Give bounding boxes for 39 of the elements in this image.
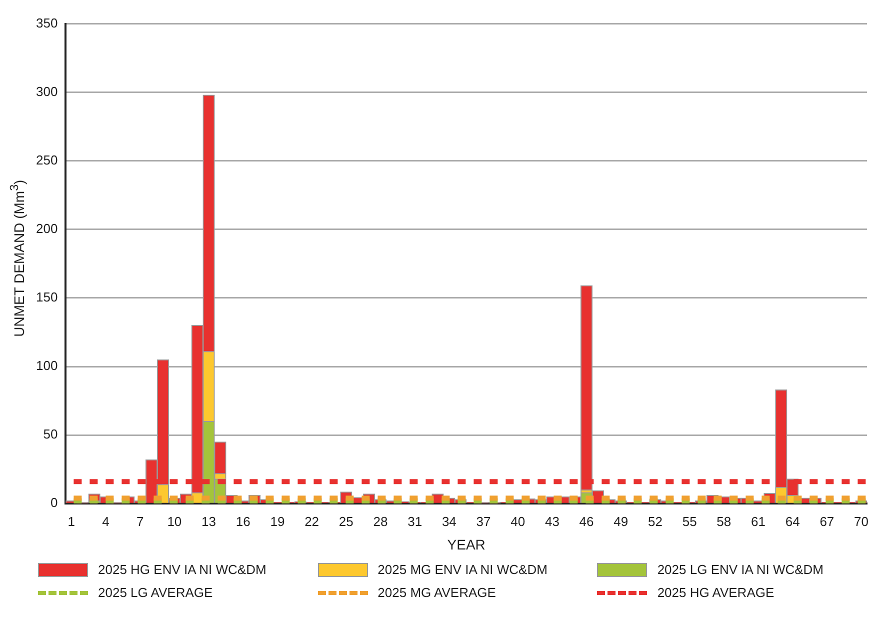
x-tick-label: 25 — [338, 514, 354, 529]
x-tick-label: 4 — [102, 514, 110, 529]
x-tick-label: 70 — [854, 514, 869, 529]
y-tick-label: 150 — [36, 290, 58, 305]
y-tick-label: 50 — [43, 426, 58, 442]
x-tick-label: 40 — [510, 514, 526, 529]
legend-label: 2025 HG ENV IA NI WC&DM — [98, 562, 266, 577]
x-tick-label: 67 — [820, 514, 834, 529]
x-tick-label: 7 — [136, 514, 144, 529]
x-tick-label: 34 — [442, 514, 456, 529]
x-tick-label: 31 — [408, 514, 422, 529]
y-tick-label: 0 — [50, 495, 58, 510]
x-tick-label: 1 — [68, 514, 76, 529]
x-tick-label: 55 — [682, 514, 697, 529]
legend-label: 2025 LG ENV IA NI WC&DM — [657, 562, 824, 577]
legend-label: 2025 HG AVERAGE — [657, 585, 774, 600]
legend-label: 2025 MG ENV IA NI WC&DM — [378, 562, 548, 577]
x-tick-label: 19 — [270, 514, 285, 529]
x-tick-label: 22 — [304, 514, 320, 529]
x-tick-label: 28 — [373, 514, 388, 529]
y-tick-label: 250 — [36, 152, 58, 168]
x-tick-label: 52 — [648, 514, 662, 529]
x-tick-label: 13 — [202, 514, 216, 529]
y-tick-label: 100 — [36, 358, 58, 374]
x-tick-label: 10 — [167, 514, 182, 529]
y-tick-label: 200 — [36, 221, 58, 236]
x-tick-label: 43 — [544, 514, 560, 529]
x-tick-label: 58 — [716, 514, 732, 529]
y-tick-label: 350 — [36, 15, 58, 30]
x-tick-label: 37 — [476, 514, 491, 529]
legend-label: 2025 LG AVERAGE — [98, 585, 213, 600]
x-tick-label: 64 — [785, 514, 800, 529]
x-tick-label: 49 — [614, 514, 628, 529]
legend-label: 2025 MG AVERAGE — [378, 585, 496, 600]
x-tick-label: 61 — [751, 514, 766, 529]
x-tick-label: 16 — [236, 514, 250, 529]
x-tick-label: 46 — [579, 514, 594, 529]
x-axis-title: YEAR — [447, 536, 486, 552]
y-tick-label: 300 — [36, 84, 58, 99]
